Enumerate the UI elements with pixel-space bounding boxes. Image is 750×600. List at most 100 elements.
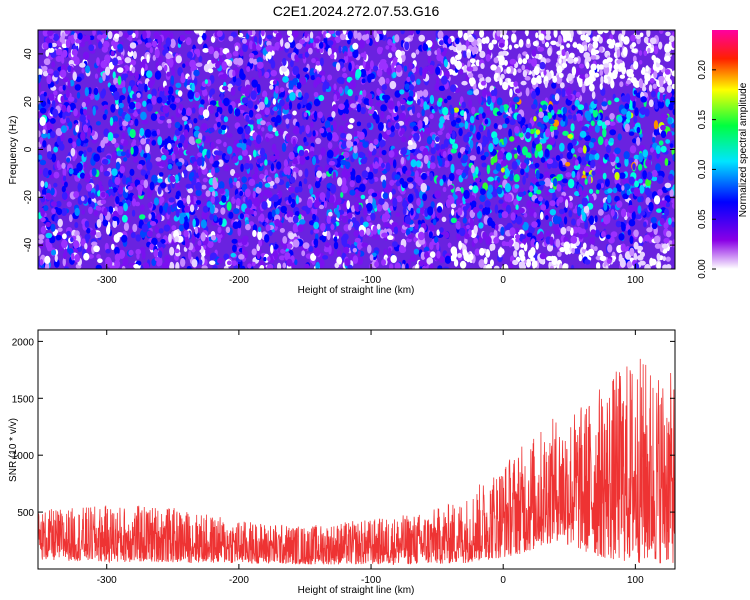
spectrogram-cell bbox=[467, 72, 474, 79]
spectrogram-cell bbox=[558, 72, 564, 79]
spectrogram-cell bbox=[47, 132, 51, 140]
spectrogram-cell bbox=[324, 120, 331, 129]
spectrogram-cell bbox=[443, 160, 450, 168]
spectrogram-cell bbox=[502, 123, 508, 129]
spectrogram-cell bbox=[358, 204, 362, 211]
spectrogram-cell bbox=[380, 104, 388, 112]
spectrogram-cell bbox=[319, 235, 324, 241]
spectrogram-cell bbox=[222, 85, 229, 91]
spectrogram-cell bbox=[629, 73, 635, 78]
spectrogram-cell bbox=[185, 183, 192, 189]
spectrogram-cell bbox=[577, 147, 584, 153]
spectrogram-cell bbox=[96, 218, 102, 228]
spectrogram-cell bbox=[168, 197, 176, 203]
spectrogram-cell bbox=[329, 53, 335, 60]
spectrogram-cell bbox=[419, 66, 423, 76]
spectrogram-cell bbox=[264, 96, 269, 105]
spectrogram-cell bbox=[265, 217, 269, 224]
spectrogram-cell bbox=[552, 215, 560, 225]
spectrogram-cell bbox=[337, 177, 343, 187]
spectrogram-cell bbox=[311, 58, 316, 64]
spectrogram-cell bbox=[652, 136, 656, 143]
spectrogram-cell bbox=[150, 211, 156, 221]
spectrogram-cell bbox=[288, 232, 295, 240]
spectrogram-cell bbox=[96, 254, 101, 259]
spectrogram-cell bbox=[443, 35, 450, 45]
spectrogram-cell bbox=[375, 102, 382, 107]
spectrogram-cell bbox=[503, 137, 508, 145]
spectrogram-cell bbox=[164, 150, 169, 156]
spectrogram-cell bbox=[552, 76, 558, 83]
spectrogram-cell bbox=[362, 60, 367, 69]
spectrogram-cell bbox=[129, 59, 137, 66]
spectrogram-cell bbox=[407, 183, 414, 189]
spectrogram-cell bbox=[666, 85, 672, 93]
spectrogram-cell bbox=[252, 149, 257, 158]
spectrogram-cell bbox=[599, 69, 604, 76]
spectrogram-cell bbox=[480, 155, 487, 161]
spectrogram-cell bbox=[591, 91, 596, 100]
spectrogram-cell bbox=[637, 205, 642, 214]
spectrogram-cell bbox=[146, 54, 150, 64]
spectrogram-cell bbox=[103, 128, 110, 138]
spectrogram-cell bbox=[597, 209, 604, 216]
spectrogram-cell bbox=[581, 126, 589, 132]
spectrogram-cell bbox=[136, 39, 143, 45]
spectrogram-cell bbox=[496, 186, 503, 195]
spectrogram-cell bbox=[502, 81, 509, 91]
spectrogram-cell bbox=[348, 166, 353, 173]
spectrogram-cell bbox=[42, 129, 46, 135]
spectrogram-cell bbox=[570, 148, 575, 154]
spectrogram-cell bbox=[327, 141, 333, 150]
spectrogram-cell bbox=[509, 58, 517, 65]
spectrogram-cell bbox=[282, 75, 289, 83]
spectrogram-cell bbox=[318, 154, 322, 161]
spectrogram-cell bbox=[558, 160, 563, 170]
spectrogram-cell bbox=[56, 160, 60, 169]
spectrogram-cell bbox=[202, 177, 208, 183]
spectrogram-cell bbox=[246, 66, 251, 73]
spectrogram-cell bbox=[209, 260, 216, 266]
spectrogram-cell bbox=[276, 262, 282, 269]
spectrogram-cell bbox=[342, 216, 347, 224]
spectrogram-cell bbox=[113, 90, 120, 101]
spectrogram-cell bbox=[548, 221, 553, 227]
spectrogram-cell bbox=[321, 172, 327, 179]
spectrogram-cell bbox=[235, 197, 241, 206]
spectrogram-cell bbox=[500, 167, 505, 173]
spectrogram-cell bbox=[334, 262, 340, 269]
spectrogram-cell bbox=[179, 212, 187, 218]
spectrogram-cell bbox=[167, 159, 172, 164]
spectrogram-cell bbox=[376, 223, 381, 230]
spectrogram-cell bbox=[466, 112, 472, 118]
spectrogram-cell bbox=[305, 124, 310, 134]
spectrogram-cell bbox=[464, 238, 468, 244]
spectrogram-cell bbox=[275, 208, 280, 215]
spectrogram-cell bbox=[393, 226, 399, 235]
spectrogram-cell bbox=[38, 154, 43, 160]
spectrogram-cell bbox=[578, 78, 583, 88]
spectrogram-cell bbox=[343, 51, 348, 57]
spectrogram-cell bbox=[373, 167, 378, 174]
spectrogram-cell bbox=[535, 32, 539, 39]
spectrogram-cell bbox=[658, 30, 664, 34]
spectrogram-cell bbox=[81, 101, 86, 108]
spectrogram-cell bbox=[438, 158, 443, 167]
spectrogram-cell bbox=[84, 34, 91, 42]
spectrogram-cell bbox=[395, 180, 401, 187]
spectrogram-cell bbox=[319, 192, 326, 201]
spectrogram-cell bbox=[588, 188, 594, 194]
spectrogram-cell bbox=[289, 91, 296, 101]
spectrogram-cell bbox=[626, 260, 633, 268]
spectrogram-cell bbox=[338, 86, 343, 94]
spectrogram-cell bbox=[566, 225, 572, 232]
spectrogram-cell bbox=[466, 66, 474, 72]
spectrogram-cell bbox=[560, 227, 567, 235]
spectrogram-cell bbox=[619, 81, 624, 88]
spectrogram-cell bbox=[423, 101, 428, 111]
spectrogram-cell bbox=[179, 257, 186, 267]
spectrogram-cell bbox=[220, 207, 226, 215]
spectrogram-cell bbox=[376, 68, 383, 78]
spectrogram-cell bbox=[629, 145, 637, 154]
spectrogram-cell bbox=[468, 99, 473, 109]
